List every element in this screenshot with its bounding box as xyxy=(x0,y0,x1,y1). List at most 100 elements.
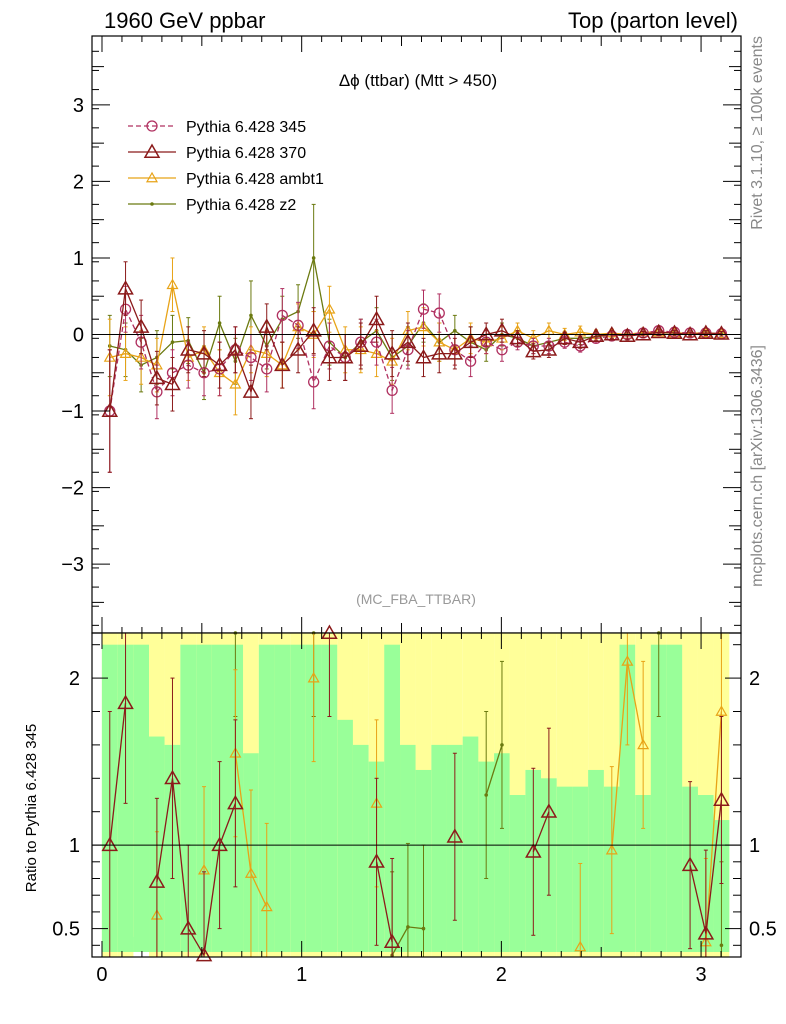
y-tick-label: −3 xyxy=(61,554,84,576)
data-point xyxy=(274,356,291,372)
data-point xyxy=(634,325,652,341)
data-point xyxy=(666,324,683,339)
panel-frame xyxy=(91,632,742,958)
data-point xyxy=(217,321,222,325)
data-point xyxy=(462,333,479,349)
legend-entry: Pythia 6.428 345 xyxy=(128,119,306,136)
band-inner xyxy=(509,795,526,952)
y-tick-label-right: 1 xyxy=(749,835,760,857)
data-point xyxy=(261,363,273,375)
data-point xyxy=(117,694,134,710)
data-point xyxy=(179,920,197,935)
data-point xyxy=(244,867,257,878)
data-point xyxy=(242,383,260,398)
data-point xyxy=(368,310,385,326)
data-point xyxy=(699,326,712,338)
band-inner xyxy=(305,644,322,952)
data-point xyxy=(245,351,257,364)
data-point xyxy=(453,328,457,333)
plot-title: Δϕ (ttbar) (Mtt > 450) xyxy=(339,71,497,90)
legend-entry: Pythia 6.428 370 xyxy=(128,143,306,162)
band-inner xyxy=(588,769,604,952)
data-point xyxy=(417,303,430,315)
band-inner xyxy=(258,644,275,952)
data-point xyxy=(484,793,488,797)
data-point xyxy=(681,856,699,872)
y-tick-label: 2 xyxy=(69,668,80,690)
band-inner xyxy=(619,644,636,952)
data-point xyxy=(715,705,728,716)
data-point xyxy=(713,325,730,340)
mcplots-note: mcplots.cern.ch [arXiv:1306.3436] xyxy=(749,345,766,587)
data-point xyxy=(509,329,526,345)
data-point xyxy=(433,307,445,319)
y-tick-label: 2 xyxy=(73,171,84,193)
x-tick-label: 0 xyxy=(96,964,107,986)
data-point xyxy=(574,940,587,952)
data-point xyxy=(496,344,508,356)
data-point xyxy=(227,794,244,810)
data-point xyxy=(571,333,589,349)
y-tick-label: −1 xyxy=(61,401,84,423)
data-point xyxy=(101,402,119,418)
data-point xyxy=(368,853,385,868)
header-left: 1960 GeV ppbar xyxy=(104,8,265,33)
data-point xyxy=(132,318,150,333)
legend-label: Pythia 6.428 ambt1 xyxy=(186,171,324,188)
legend-label: Pythia 6.428 z2 xyxy=(186,197,296,214)
y-tick-label-right: 2 xyxy=(749,668,760,690)
series-pythia-6-428-370 xyxy=(101,624,730,962)
data-point xyxy=(621,655,634,666)
data-point xyxy=(195,345,213,360)
data-point xyxy=(383,933,401,948)
data-point xyxy=(119,347,132,358)
data-point xyxy=(446,828,464,843)
data-point xyxy=(697,925,715,940)
data-point xyxy=(305,322,322,337)
data-point xyxy=(603,325,621,341)
data-point xyxy=(417,320,430,332)
legend-marker xyxy=(143,143,161,158)
x-tick-label: 2 xyxy=(496,964,507,986)
data-point xyxy=(117,280,134,295)
data-point xyxy=(321,624,338,639)
data-point xyxy=(587,327,605,343)
data-point xyxy=(500,743,504,747)
data-point xyxy=(605,843,618,855)
data-point xyxy=(352,337,370,352)
data-point xyxy=(166,278,179,290)
data-point xyxy=(681,325,699,341)
legend-marker xyxy=(146,120,158,132)
band-inner xyxy=(290,644,306,952)
legend-marker xyxy=(150,202,154,206)
data-point xyxy=(406,925,410,929)
legend-marker xyxy=(145,171,159,183)
data-point xyxy=(311,256,316,260)
series-line xyxy=(109,307,722,412)
data-point xyxy=(249,313,253,318)
main-panel: −3 −2 −1 0 1 2 3 Δϕ (ttbar) (Mtt > 450) (MC_FB… xyxy=(61,35,742,634)
band-inner xyxy=(384,644,401,952)
data-point xyxy=(260,900,273,912)
legend-entry: Pythia 6.428 ambt1 xyxy=(128,171,324,188)
data-point xyxy=(276,309,288,322)
band-inner xyxy=(352,744,369,952)
y-tick-label: 3 xyxy=(73,95,84,117)
data-point xyxy=(540,803,558,818)
y-tick-label: −2 xyxy=(61,478,84,500)
data-point xyxy=(525,843,542,858)
data-point xyxy=(164,769,181,785)
band-inner xyxy=(494,753,510,952)
y-tick-label: 1 xyxy=(69,835,80,857)
data-point xyxy=(308,376,320,388)
band-inner xyxy=(274,644,291,952)
data-point xyxy=(170,340,175,344)
data-point xyxy=(540,341,558,356)
data-point xyxy=(556,329,573,345)
data-point xyxy=(650,323,668,339)
data-point xyxy=(148,369,166,385)
data-point xyxy=(336,348,354,364)
data-point xyxy=(195,946,213,962)
series-pythia-6-428-ambt1 xyxy=(103,257,728,416)
